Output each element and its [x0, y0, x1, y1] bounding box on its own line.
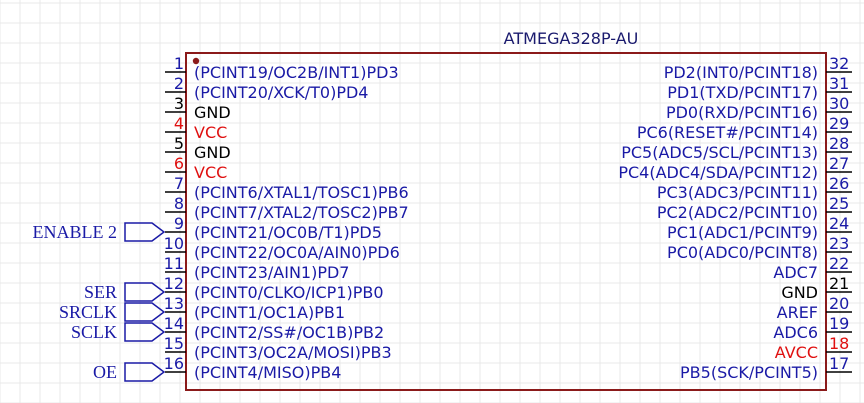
pin-20-label: AREF [777, 303, 818, 322]
net-label-pin-14: SCLK [71, 322, 117, 342]
pin-29-number: 29 [829, 114, 849, 133]
pin-32-number: 32 [829, 54, 849, 73]
pin-19-number: 19 [829, 314, 849, 333]
pin-16-number: 16 [164, 354, 184, 373]
pin-7-label: (PCINT6/XTAL1/TOSC1)PB6 [194, 183, 409, 202]
pin-13-number: 13 [164, 294, 184, 313]
pin-17-label: PB5(SCK/PCINT5) [680, 363, 818, 382]
pin-21-number: 21 [829, 274, 849, 293]
pin-28-label: PC5(ADC5/SCL/PCINT13) [621, 143, 818, 162]
pin-23-label: PC0(ADC0/PCINT8) [667, 243, 818, 262]
pin-9-label: (PCINT21/OC0B/T1)PD5 [194, 223, 382, 242]
net-flag-pin-14[interactable] [124, 322, 166, 342]
net-flag-pin-13[interactable] [124, 302, 166, 322]
pin-6-number: 6 [174, 154, 184, 173]
pin-26-label: PC3(ADC3/PCINT11) [657, 183, 818, 202]
pin-8-label: (PCINT7/XTAL2/TOSC2)PB7 [194, 203, 409, 222]
net-flag-pin-9[interactable] [124, 222, 166, 242]
pin-6-label: VCC [194, 163, 227, 182]
pin-1-label: (PCINT19/OC2B/INT1)PD3 [194, 63, 399, 82]
pin-20-number: 20 [829, 294, 849, 313]
pin-2-label: (PCINT20/XCK/T0)PD4 [194, 83, 368, 102]
pin-10-label: (PCINT22/OC0A/AIN0)PD6 [194, 243, 400, 262]
pin-12-number: 12 [164, 274, 184, 293]
pin-5-number: 5 [174, 134, 184, 153]
pin-18-label: AVCC [775, 343, 818, 362]
pin-31-label: PD1(TXD/PCINT17) [667, 83, 818, 102]
pin-9-number: 9 [174, 214, 184, 233]
pin1-marker [192, 57, 200, 65]
pin-25-number: 25 [829, 194, 849, 213]
pin-10-number: 10 [164, 234, 184, 253]
pin-3-number: 3 [174, 94, 184, 113]
pin-26-number: 26 [829, 174, 849, 193]
pin-11-label: (PCINT23/AIN1)PD7 [194, 263, 349, 282]
pin-4-label: VCC [194, 123, 227, 142]
pin-25-label: PC2(ADC2/PCINT10) [657, 203, 818, 222]
pin-18-number: 18 [829, 334, 849, 353]
pin-30-label: PD0(RXD/PCINT16) [666, 103, 818, 122]
pin-15-number: 15 [164, 334, 184, 353]
pin-4-number: 4 [174, 114, 184, 133]
pin-32-label: PD2(INT0/PCINT18) [664, 63, 818, 82]
pin-21-label: GND [781, 283, 818, 302]
pin-5-label: GND [194, 143, 231, 162]
pin-31-number: 31 [829, 74, 849, 93]
pin-1-number: 1 [174, 54, 184, 73]
pin-22-label: ADC7 [773, 263, 818, 282]
pin-24-number: 24 [829, 214, 849, 233]
pin-group: 1 (PCINT19/OC2B/INT1)PD3 2 (PCINT20/XCK/T0)… [164, 54, 852, 382]
pin-13-label: (PCINT1/OC1A)PB1 [194, 303, 345, 322]
pin-2-number: 2 [174, 74, 184, 93]
net-label-pin-12: SER [84, 282, 117, 302]
net-flag-pin-12[interactable] [124, 282, 166, 302]
net-label-pin-13: SRCLK [59, 302, 117, 322]
pin-15-label: (PCINT3/OC2A/MOSI)PB3 [194, 343, 392, 362]
pin-11-number: 11 [164, 254, 184, 273]
pin-29-label: PC6(RESET#/PCINT14) [637, 123, 818, 142]
net-flag-pin-16[interactable] [124, 362, 166, 382]
pin-7-number: 7 [174, 174, 184, 193]
pin-8-number: 8 [174, 194, 184, 213]
pin-22-number: 22 [829, 254, 849, 273]
pin-27-label: PC4(ADC4/SDA/PCINT12) [618, 163, 818, 182]
pin-28-number: 28 [829, 134, 849, 153]
net-label-pin-9: ENABLE 2 [33, 222, 118, 242]
pin-3-label: GND [194, 103, 231, 122]
pin-17-number: 17 [829, 354, 849, 373]
net-label-pin-16: OE [93, 362, 117, 382]
pin-16-label: (PCINT4/MISO)PB4 [194, 363, 341, 382]
pin-12-label: (PCINT0/CLKO/ICP1)PB0 [194, 283, 384, 302]
pin-24-label: PC1(ADC1/PCINT9) [667, 223, 818, 242]
pin-30-number: 30 [829, 94, 849, 113]
ic-body[interactable] [185, 52, 827, 391]
pin-27-number: 27 [829, 154, 849, 173]
pin-23-number: 23 [829, 234, 849, 253]
pin-14-number: 14 [164, 314, 184, 333]
pin-14-label: (PCINT2/SS#/OC1B)PB2 [194, 323, 384, 342]
part-name: ATMEGA328P-AU [504, 29, 639, 48]
pin-19-label: ADC6 [773, 323, 818, 342]
